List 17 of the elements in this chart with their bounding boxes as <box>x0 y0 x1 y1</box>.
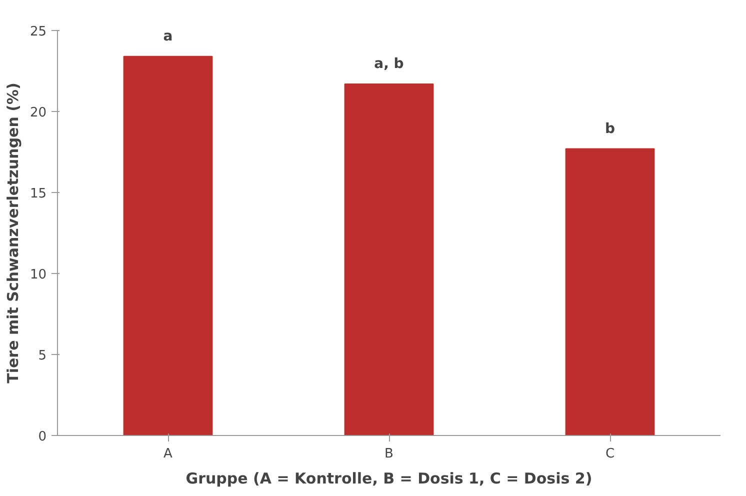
x-tick-label: A <box>164 446 173 462</box>
x-tick-label: C <box>605 446 615 462</box>
annotation: a, b <box>374 56 404 72</box>
y-tick-label: 20 <box>30 106 47 120</box>
y-tick-label: 25 <box>30 24 47 40</box>
y-tick-label: 10 <box>30 268 47 282</box>
y-axis-title: Tiere mit Schwanzverletzungen (%) <box>4 82 22 384</box>
bar <box>123 56 213 436</box>
annotation: b <box>604 120 616 137</box>
annotation: a <box>163 28 173 44</box>
x-axis-title: Gruppe (A = Kontrolle, B = Dosis 1, C = Dosis 2) <box>186 470 592 488</box>
y-tick-label: 5 <box>38 348 47 364</box>
y-tick-label: 15 <box>30 186 47 202</box>
x-tick-label: B <box>384 446 394 462</box>
y-tick-label: 0 <box>38 430 47 444</box>
bar <box>565 148 655 436</box>
bar <box>344 83 434 436</box>
